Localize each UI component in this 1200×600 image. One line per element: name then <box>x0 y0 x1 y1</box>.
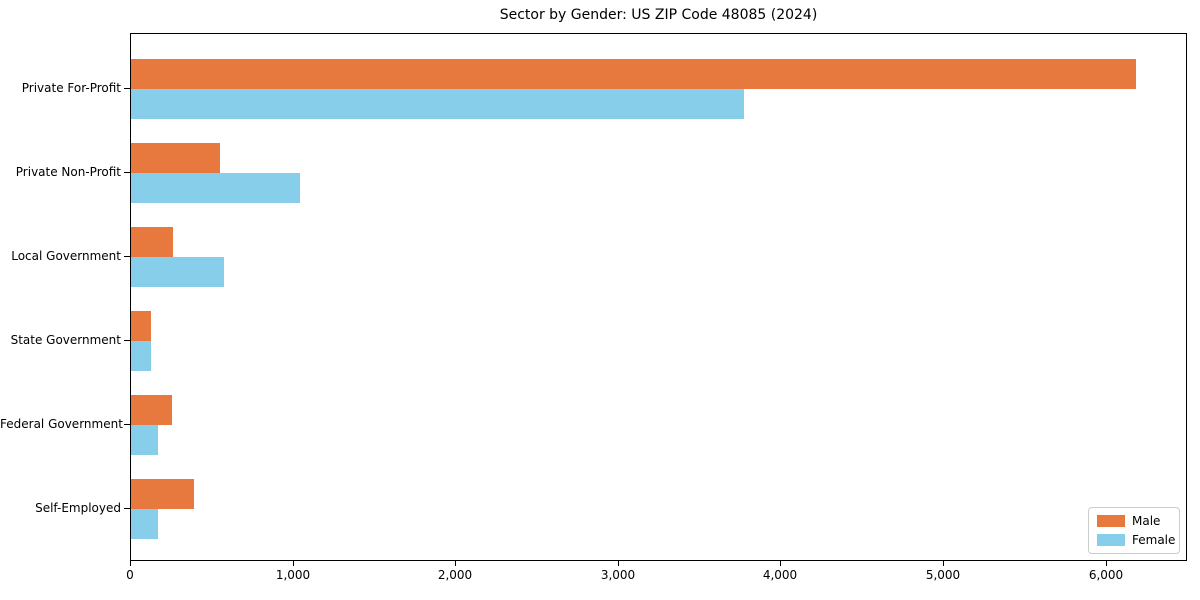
legend: Male Female <box>1088 507 1180 554</box>
ytick-mark-local-government <box>124 256 130 257</box>
ytick-label-local-government: Local Government <box>11 249 121 263</box>
xtick-mark-6-000 <box>1106 561 1107 566</box>
xtick-mark-4-000 <box>780 561 781 566</box>
ytick-label-private-for-profit: Private For-Profit <box>21 81 121 95</box>
ytick-mark-self-employed <box>124 508 130 509</box>
xtick-mark-1-000 <box>293 561 294 566</box>
ytick-label-federal-government: Federal Government <box>0 417 123 431</box>
ytick-label-private-non-profit: Private Non-Profit <box>15 165 121 179</box>
xtick-label-5-000: 5,000 <box>925 568 961 582</box>
legend-swatch-female <box>1097 534 1125 546</box>
ytick-label-state-government: State Government <box>10 333 121 347</box>
legend-label-male: Male <box>1132 514 1161 528</box>
ytick-mark-state-government <box>124 340 130 341</box>
xtick-label-3-000: 3,000 <box>600 568 636 582</box>
plot-area <box>130 33 1187 561</box>
bar-male-private-non-profit <box>131 143 220 173</box>
chart-title: Sector by Gender: US ZIP Code 48085 (202… <box>499 7 818 23</box>
legend-entry-male: Male <box>1097 514 1171 528</box>
legend-swatch-male <box>1097 515 1125 527</box>
bar-female-federal-government <box>131 425 158 455</box>
ytick-mark-private-for-profit <box>124 88 130 89</box>
bar-male-state-government <box>131 311 151 341</box>
xtick-label-1-000: 1,000 <box>275 568 311 582</box>
bar-female-private-for-profit <box>131 89 744 119</box>
ytick-mark-federal-government <box>124 424 130 425</box>
legend-label-female: Female <box>1132 533 1176 547</box>
xtick-label-4-000: 4,000 <box>762 568 798 582</box>
bar-female-private-non-profit <box>131 173 300 203</box>
xtick-mark-0 <box>130 561 131 566</box>
bar-male-self-employed <box>131 479 194 509</box>
ytick-label-self-employed: Self-Employed <box>35 501 121 515</box>
ytick-mark-private-non-profit <box>124 172 130 173</box>
xtick-mark-3-000 <box>618 561 619 566</box>
xtick-mark-2-000 <box>455 561 456 566</box>
bar-female-state-government <box>131 341 151 371</box>
xtick-label-2-000: 2,000 <box>437 568 473 582</box>
xtick-label-6-000: 6,000 <box>1088 568 1124 582</box>
bar-male-local-government <box>131 227 173 257</box>
bar-male-private-for-profit <box>131 59 1136 89</box>
bar-female-self-employed <box>131 509 158 539</box>
xtick-mark-5-000 <box>943 561 944 566</box>
xtick-label-0: 0 <box>126 568 134 582</box>
bar-female-local-government <box>131 257 224 287</box>
legend-entry-female: Female <box>1097 533 1175 547</box>
bar-male-federal-government <box>131 395 172 425</box>
